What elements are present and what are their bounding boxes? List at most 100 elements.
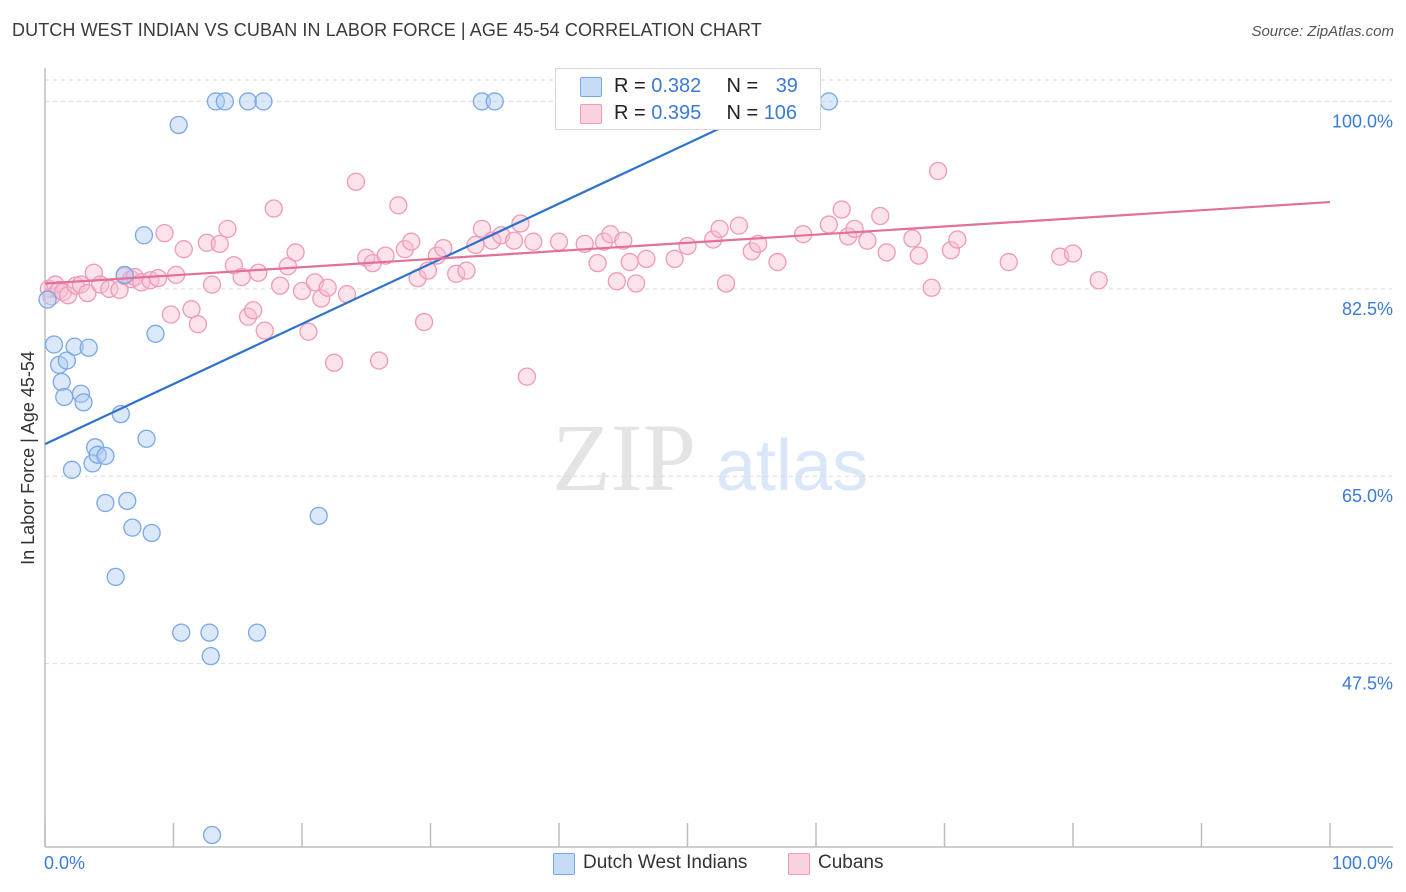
legend-n-label: N = [726, 102, 763, 124]
legend-r-value: 0.382 [651, 75, 701, 97]
pink-data-point [820, 216, 837, 233]
pink-data-point [589, 255, 606, 272]
pink-data-point [518, 368, 535, 385]
pink-data-point [347, 173, 364, 190]
blue-data-point [107, 568, 124, 585]
blue-data-point [39, 291, 56, 308]
pink-data-point [416, 314, 433, 331]
pink-data-point [204, 276, 221, 293]
blue-data-point [116, 266, 133, 283]
pink-data-point [1065, 245, 1082, 262]
pink-data-point [930, 163, 947, 180]
blue-data-point [138, 430, 155, 447]
blue-data-point [147, 325, 164, 342]
pink-data-point [730, 217, 747, 234]
blue-data-point [119, 492, 136, 509]
pink-data-point [403, 233, 420, 250]
pink-data-point [265, 200, 282, 217]
pink-data-point [150, 270, 167, 287]
x-tick-label: 0.0% [44, 853, 85, 873]
pink-data-point [859, 232, 876, 249]
pink-data-point [1090, 272, 1107, 289]
watermark-atlas: atlas [716, 426, 868, 506]
blue-data-point [240, 93, 257, 110]
blue-data-point [75, 394, 92, 411]
blue-data-point [204, 827, 221, 844]
pink-data-point [551, 233, 568, 250]
y-tick-label: 47.5% [1342, 674, 1393, 694]
pink-data-point [923, 279, 940, 296]
blue-data-point [124, 519, 141, 536]
pink-trend-line [45, 202, 1330, 283]
pink-data-point [250, 264, 267, 281]
pink-data-point [219, 220, 236, 237]
legend-n-value: 39 [776, 75, 798, 97]
y-tick-label: 100.0% [1332, 111, 1393, 131]
gridlines [45, 80, 1392, 664]
pink-data-point [256, 322, 273, 339]
blue-data-point [201, 624, 218, 641]
pink-data-point [326, 354, 343, 371]
pink-data-point [371, 352, 388, 369]
pink-data-point [272, 277, 289, 294]
pink-data-point [718, 275, 735, 292]
pink-data-point [769, 254, 786, 271]
watermark-zip: ZIP [552, 404, 696, 511]
pink-data-point [211, 235, 228, 252]
pink-data-point [525, 233, 542, 250]
legend-n-value: 106 [764, 102, 797, 124]
legend-swatch-blue [580, 77, 602, 97]
pink-data-point [162, 306, 179, 323]
blue-data-point [143, 525, 160, 542]
pink-data-point [711, 220, 728, 237]
pink-data-point [1000, 254, 1017, 271]
pink-data-point [904, 230, 921, 247]
pink-data-point [833, 201, 850, 218]
blue-data-point [97, 447, 114, 464]
blue-data-point [202, 648, 219, 665]
blue-data-point [170, 116, 187, 133]
legend-label: Dutch West Indians [583, 852, 747, 874]
blue-data-point [53, 374, 70, 391]
pink-data-point [638, 250, 655, 267]
legend-r-value: 0.395 [651, 102, 701, 124]
pink-data-point [156, 225, 173, 242]
blue-data-point [56, 388, 73, 405]
pink-data-point [390, 197, 407, 214]
blue-data-point [249, 624, 266, 641]
legend-swatch-blue [553, 853, 575, 875]
y-tick-label: 65.0% [1342, 486, 1393, 506]
pink-data-point [621, 254, 638, 271]
scatter-chart: ZIP atlas 100.0% 82.5% 65.0% 47.5% 0.0% 100.0… [0, 0, 1406, 892]
pink-data-point [679, 237, 696, 254]
pink-data-point [608, 273, 625, 290]
pink-data-point [628, 275, 645, 292]
legend-swatch-pink [788, 853, 810, 875]
blue-data-point [820, 93, 837, 110]
pink-data-point [878, 244, 895, 261]
pink-data-point [300, 323, 317, 340]
legend-n-label: N = [726, 75, 763, 97]
pink-data-point [872, 208, 889, 225]
pink-data-point [458, 262, 475, 279]
legend-label: Cubans [818, 852, 884, 874]
pink-data-point [175, 241, 192, 258]
pink-data-point [910, 247, 927, 264]
pink-data-point [949, 231, 966, 248]
blue-data-point [310, 507, 327, 524]
blue-data-point [97, 495, 114, 512]
legend-r-label: R = [614, 102, 651, 124]
blue-data-point [80, 339, 97, 356]
y-axis-label: In Labor Force | Age 45-54 [18, 351, 38, 565]
blue-data-point [216, 93, 233, 110]
pink-data-point [287, 244, 304, 261]
x-tick-label: 100.0% [1332, 853, 1393, 873]
legend-swatch-pink [580, 104, 602, 124]
y-tick-label: 82.5% [1342, 299, 1393, 319]
pink-data-point [666, 250, 683, 267]
blue-data-point [63, 461, 80, 478]
blue-data-point [486, 93, 503, 110]
blue-data-point [45, 336, 62, 353]
pink-data-point [245, 302, 262, 319]
legend-r-label: R = [614, 75, 651, 97]
